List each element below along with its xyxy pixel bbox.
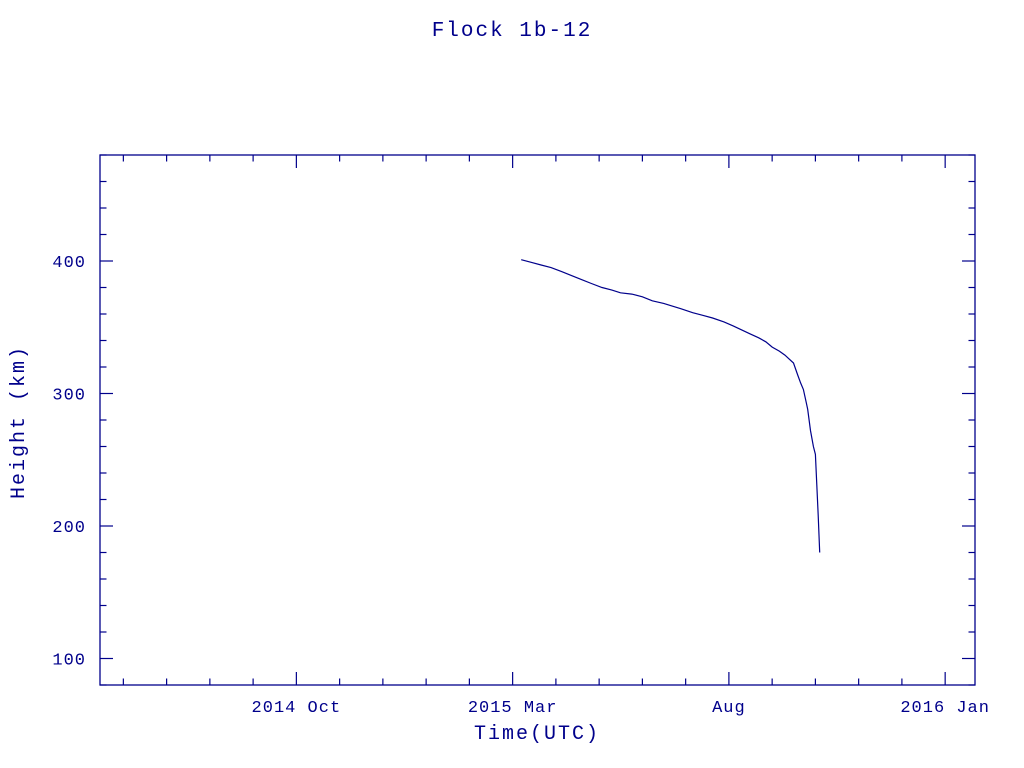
x-tick-label: 2015 Mar [468,699,558,718]
x-tick-label: Aug [712,699,746,718]
axis-tick-layer [100,154,975,686]
y-tick-label: 100 [52,651,86,670]
y-axis-label: Height (km) [8,345,31,499]
x-tick-label: 2014 Oct [252,699,342,718]
y-tick-label: 200 [52,519,86,538]
plot-frame [99,154,976,686]
axis-tick-label-layer: 2014 Oct 2015 Mar Aug 2016 Jan 100 200 300 400 [52,254,990,718]
x-axis-label: Time(UTC) [474,723,600,746]
decay-curve [521,259,821,553]
x-tick-label: 2016 Jan [900,699,990,718]
plot-frame-layer [99,154,976,686]
chart-title: Flock 1b-12 [432,20,593,43]
y-tick-label: 300 [52,386,86,405]
y-tick-label: 400 [52,254,86,273]
